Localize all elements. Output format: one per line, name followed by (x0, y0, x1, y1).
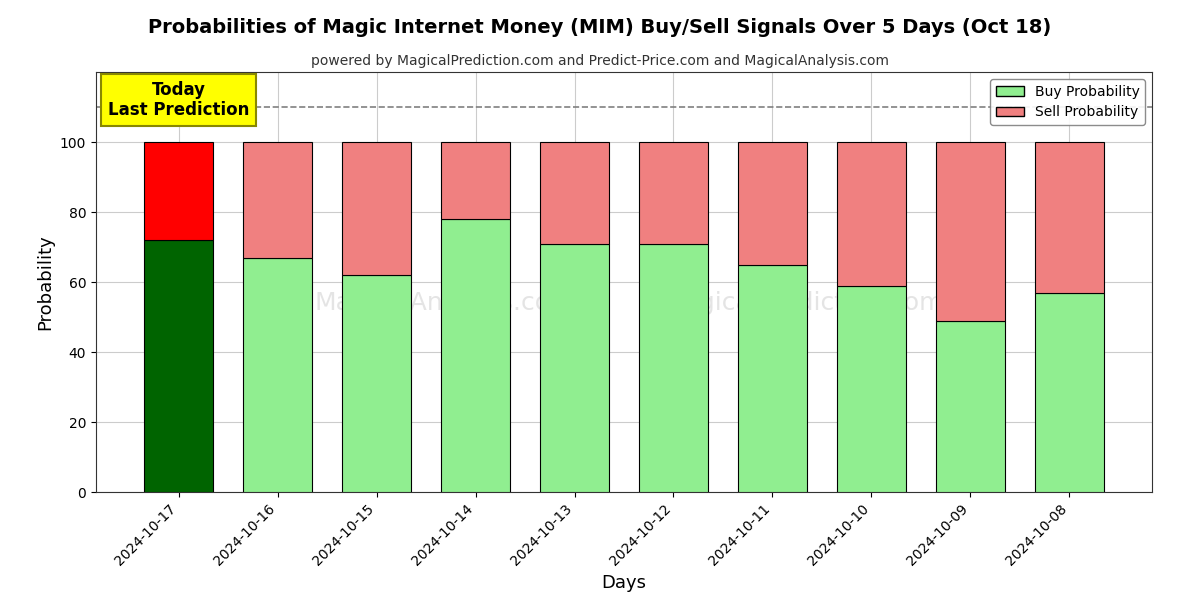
Bar (342, 142, 412, 275)
Text: MagicalAnalysis.com: MagicalAnalysis.com (314, 291, 575, 315)
Bar (242, 257, 312, 492)
Bar (936, 142, 1006, 320)
Legend: Buy Probability, Sell Probability: Buy Probability, Sell Probability (990, 79, 1145, 125)
Bar (1034, 142, 1104, 293)
Y-axis label: Probability: Probability (36, 234, 54, 330)
Bar (936, 320, 1006, 492)
Bar (1034, 293, 1104, 492)
Bar (440, 142, 510, 219)
Bar (738, 142, 808, 265)
Text: Probabilities of Magic Internet Money (MIM) Buy/Sell Signals Over 5 Days (Oct 18: Probabilities of Magic Internet Money (M… (149, 18, 1051, 37)
Text: Today
Last Prediction: Today Last Prediction (108, 80, 250, 119)
Text: powered by MagicalPrediction.com and Predict-Price.com and MagicalAnalysis.com: powered by MagicalPrediction.com and Pre… (311, 54, 889, 68)
Bar (242, 142, 312, 257)
Bar (144, 240, 214, 492)
Bar (440, 219, 510, 492)
Bar (738, 265, 808, 492)
Bar (638, 244, 708, 492)
Bar (540, 142, 610, 244)
Bar (836, 286, 906, 492)
Bar (540, 244, 610, 492)
X-axis label: Days: Days (601, 574, 647, 592)
Bar (836, 142, 906, 286)
Bar (638, 142, 708, 244)
Bar (342, 275, 412, 492)
Bar (144, 142, 214, 240)
Text: MagicalPrediction.com: MagicalPrediction.com (662, 291, 944, 315)
